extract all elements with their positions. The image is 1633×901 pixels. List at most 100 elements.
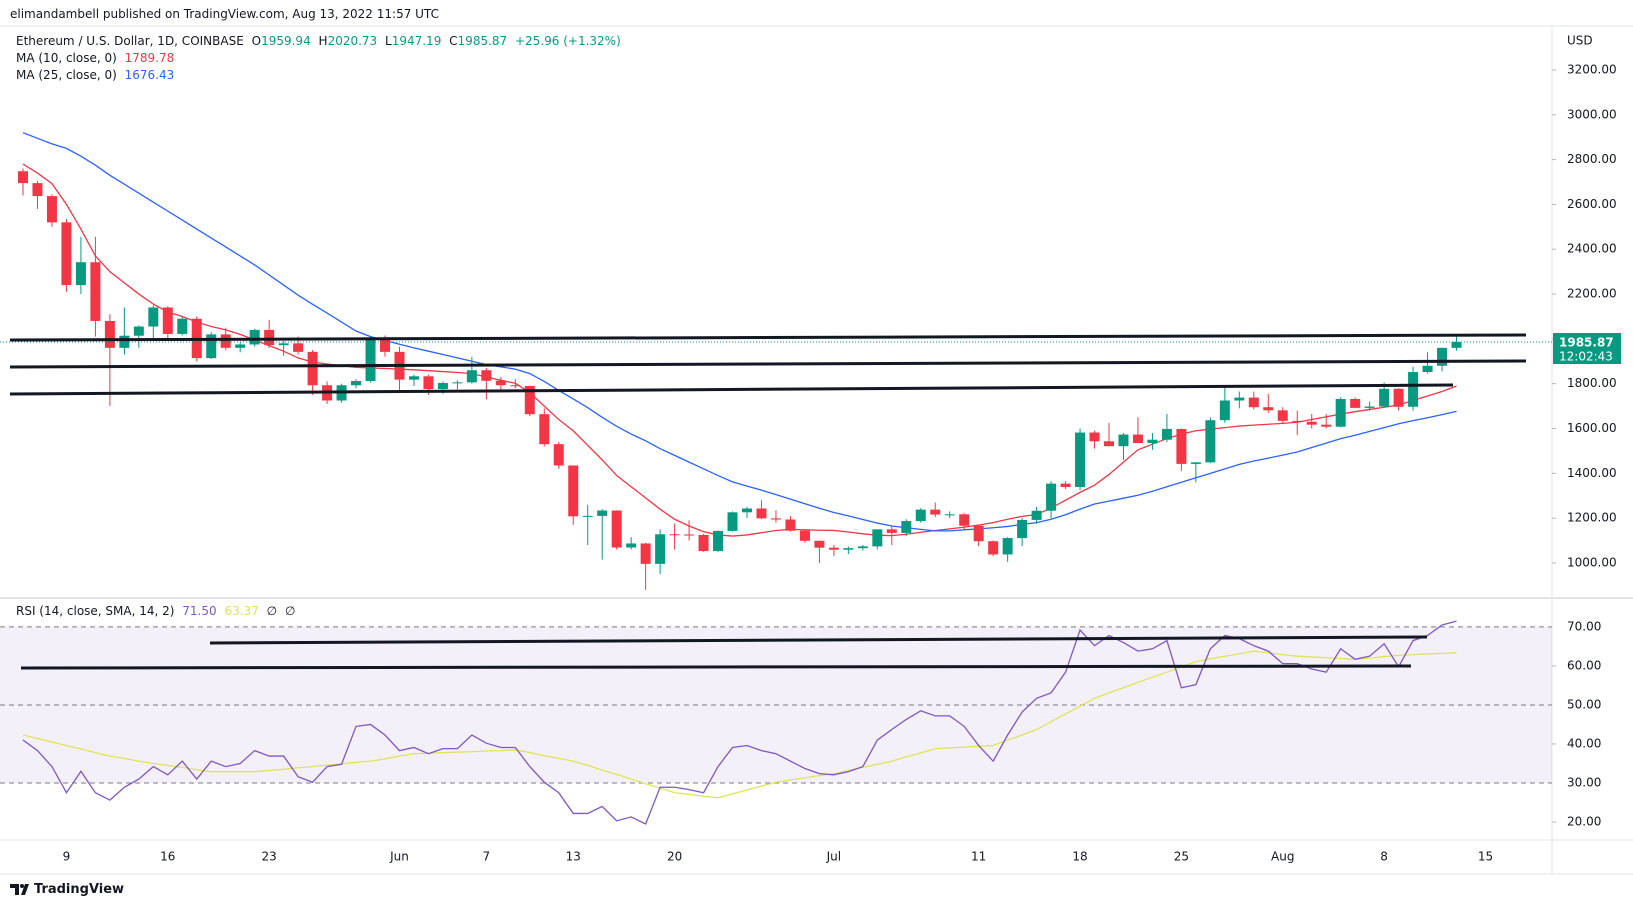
rsi-title: RSI (14, close, SMA, 14, 2) bbox=[16, 604, 175, 618]
x-tick-label: 16 bbox=[160, 850, 175, 864]
candle-body bbox=[553, 444, 564, 466]
y-tick-label: 1200.00 bbox=[1567, 511, 1617, 525]
candle-body bbox=[959, 514, 970, 526]
y-tick-label: 3000.00 bbox=[1567, 107, 1617, 121]
legend-value: 63.37 bbox=[224, 604, 259, 618]
x-tick-label: 13 bbox=[566, 850, 581, 864]
candle-body bbox=[930, 509, 941, 515]
rsi-trend-line bbox=[209, 635, 1428, 645]
footer-brand: TradingView bbox=[34, 882, 125, 897]
y-tick-label: 50.00 bbox=[1567, 697, 1601, 711]
candle-body bbox=[1393, 388, 1404, 407]
horizontal-trend-line bbox=[9, 333, 1527, 342]
x-tick-label: 7 bbox=[483, 850, 491, 864]
y-tick-label: 40.00 bbox=[1567, 736, 1601, 750]
horizontal-trend-line bbox=[9, 359, 1527, 369]
price-change: +25.96 (+1.32%) bbox=[515, 34, 621, 48]
candle-body bbox=[495, 380, 506, 386]
candle-body bbox=[351, 380, 362, 386]
background-layer bbox=[0, 626, 1552, 784]
logo-shape bbox=[21, 884, 29, 895]
candle-body bbox=[698, 534, 709, 552]
candle-body bbox=[481, 370, 492, 381]
y-tick-label: 70.00 bbox=[1567, 619, 1601, 633]
price-tag-countdown: 12:02:43 bbox=[1559, 350, 1613, 364]
candle-body bbox=[1205, 420, 1216, 463]
ohlc-value: 2020.73 bbox=[327, 34, 378, 48]
x-tick-label: 20 bbox=[667, 850, 682, 864]
legend-value: ∅ bbox=[284, 604, 296, 618]
tradingview-logo bbox=[10, 884, 29, 895]
candle-body bbox=[1176, 428, 1187, 464]
y-tick-label: 2400.00 bbox=[1567, 242, 1617, 256]
candle-body bbox=[220, 334, 231, 348]
indicator-line bbox=[22, 620, 1457, 825]
candle-body bbox=[452, 382, 463, 384]
candle-body bbox=[756, 508, 767, 519]
candle-body bbox=[1219, 400, 1230, 421]
ma-legend: MA (25, close, 0) 1676.43 bbox=[16, 67, 178, 84]
candle-body bbox=[1437, 347, 1448, 366]
rsi-trend-line bbox=[20, 664, 1412, 670]
candle-body bbox=[1350, 398, 1361, 408]
candle-body bbox=[1017, 519, 1028, 539]
candle-body bbox=[365, 339, 376, 381]
candle-body bbox=[1075, 432, 1086, 487]
candle-body bbox=[1118, 434, 1129, 447]
candle-body bbox=[510, 385, 521, 387]
x-tick-label: Jul bbox=[826, 850, 841, 864]
y-tick-label: 2800.00 bbox=[1567, 152, 1617, 166]
candle-body bbox=[886, 529, 897, 533]
candle-body bbox=[1161, 428, 1172, 440]
candle-body bbox=[828, 547, 839, 550]
candle-body bbox=[640, 543, 651, 564]
candle-body bbox=[582, 515, 593, 517]
candle-body bbox=[901, 521, 912, 533]
x-tick-label: Aug bbox=[1271, 850, 1294, 864]
ohlc-key: L bbox=[385, 34, 392, 48]
candle-body bbox=[1031, 510, 1042, 520]
legend-entry: MA (10, close, 0) bbox=[16, 51, 117, 65]
y-tick-label: 30.00 bbox=[1567, 775, 1601, 789]
candle-body bbox=[742, 508, 752, 513]
y-tick-label: 60.00 bbox=[1567, 658, 1601, 672]
logo-shape bbox=[20, 884, 24, 888]
candle-body bbox=[857, 546, 868, 549]
candle-body bbox=[1408, 372, 1419, 407]
candle-body bbox=[104, 320, 115, 348]
x-tick-label: Jun bbox=[389, 850, 409, 864]
candle-body bbox=[799, 530, 810, 541]
candle-body bbox=[539, 414, 550, 445]
candle-body bbox=[1451, 342, 1462, 348]
candle-body bbox=[1002, 538, 1013, 555]
ohlc-value: 1959.94 bbox=[261, 34, 311, 48]
x-tick-label: 15 bbox=[1478, 850, 1493, 864]
candle-body bbox=[669, 534, 680, 536]
candle-body bbox=[249, 329, 260, 345]
candle-body bbox=[814, 540, 825, 548]
rsi-legend: RSI (14, close, SMA, 14, 2) 71.50 63.37 … bbox=[16, 603, 299, 620]
candle-body bbox=[988, 541, 999, 555]
publish-header: elimandambell published on TradingView.c… bbox=[10, 7, 439, 21]
candle-body bbox=[1089, 432, 1100, 442]
candle-body bbox=[1234, 397, 1245, 401]
candle-body bbox=[727, 512, 738, 531]
y-tick-label: 1600.00 bbox=[1567, 421, 1617, 435]
x-tick-label: 25 bbox=[1174, 850, 1189, 864]
candle-body bbox=[568, 465, 579, 517]
candle-body bbox=[973, 525, 984, 542]
candle-body bbox=[1277, 410, 1288, 421]
candle-body bbox=[1321, 424, 1332, 427]
y-tick-label: 20.00 bbox=[1567, 815, 1601, 829]
candle-body bbox=[1306, 421, 1317, 425]
ohlc-key: O bbox=[251, 34, 262, 48]
legend-value: 71.50 bbox=[182, 604, 217, 618]
candle-body bbox=[75, 262, 86, 286]
x-tick-label: 8 bbox=[1380, 850, 1388, 864]
indicator-line bbox=[22, 163, 1457, 537]
x-tick-label: 18 bbox=[1072, 850, 1087, 864]
candle-body bbox=[684, 534, 695, 536]
candle-body bbox=[872, 529, 883, 547]
candle-body bbox=[655, 534, 666, 564]
